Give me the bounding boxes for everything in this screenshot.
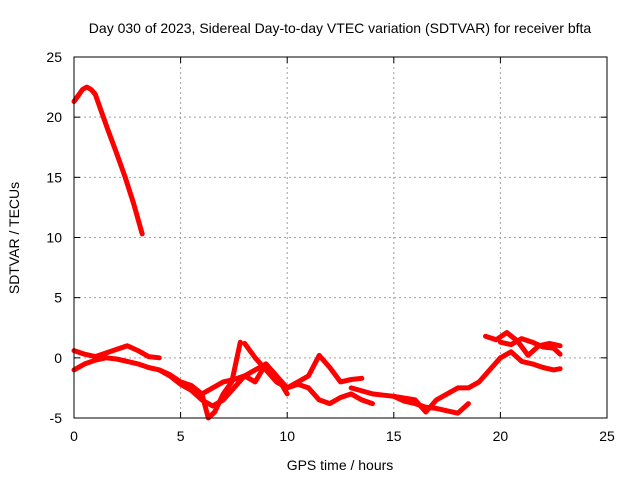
x-tick-label: 10 (279, 428, 295, 444)
series-line-6 (242, 340, 375, 407)
x-tick-label: 5 (177, 428, 185, 444)
series-line-7 (348, 349, 563, 415)
y-tick-label: -5 (50, 410, 63, 426)
x-axis-label: GPS time / hours (287, 457, 394, 473)
series-line-8 (391, 393, 471, 416)
series-line-9 (483, 330, 563, 358)
data-series (71, 84, 563, 421)
y-tick-label: 20 (46, 109, 62, 125)
y-tick-label: 0 (54, 350, 62, 366)
x-tick-label: 15 (386, 428, 402, 444)
y-tick-label: 10 (46, 230, 62, 246)
y-tick-label: 5 (54, 290, 62, 306)
grid-lines (74, 57, 607, 418)
x-tick-label: 20 (493, 428, 509, 444)
y-tick-label: 15 (46, 169, 62, 185)
y-axis-label: SDTVAR / TECUs (6, 182, 22, 294)
chart-title: Day 030 of 2023, Sidereal Day-to-day VTE… (89, 20, 592, 36)
x-tick-label: 0 (70, 428, 78, 444)
series-line-5 (188, 352, 365, 397)
series-line-1 (71, 84, 145, 237)
x-tick-label: 25 (599, 428, 615, 444)
y-tick-label: 25 (46, 49, 62, 65)
series-line-10 (497, 336, 563, 357)
axis-ticks: 0 5 10 15 20 25 -5 0 5 10 15 20 25 (46, 49, 615, 444)
series-line-2 (71, 343, 162, 361)
